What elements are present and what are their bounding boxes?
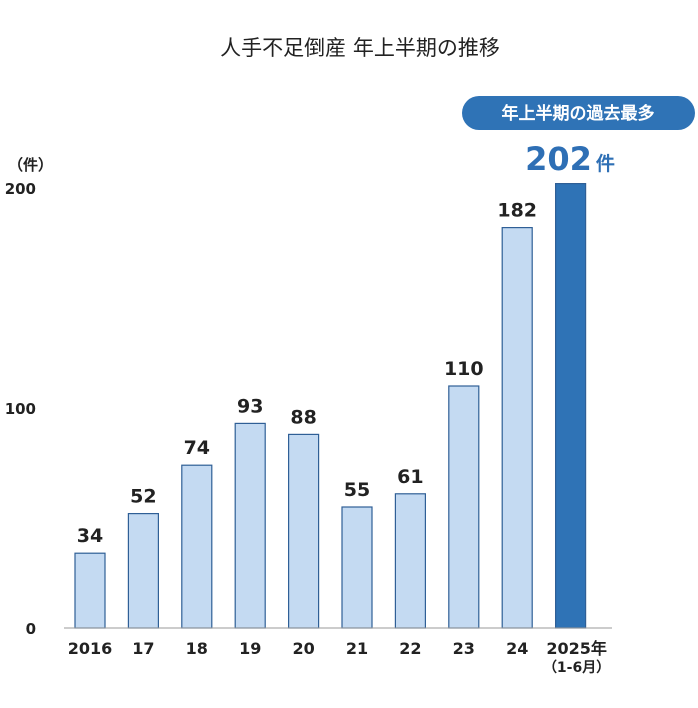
- x-axis-ticks: 2016 17 18 19 20 21 22 23 24 2025年 （1-6月）: [68, 639, 611, 676]
- x-tick-label: 23: [453, 639, 475, 658]
- bar: [288, 433, 320, 629]
- bar: [448, 385, 480, 629]
- bar: [127, 512, 159, 629]
- data-label: 182: [497, 200, 537, 222]
- x-tick-label: 2016: [68, 639, 113, 658]
- x-tick-label: 22: [399, 639, 421, 658]
- data-label: 93: [237, 395, 263, 417]
- x-tick-label: 19: [239, 639, 261, 658]
- y-tick-label: 200: [5, 180, 36, 198]
- data-label: 110: [444, 358, 484, 380]
- bar: [74, 552, 106, 629]
- data-label: 88: [290, 406, 316, 428]
- data-label: 61: [397, 466, 423, 488]
- data-label: 74: [184, 437, 210, 459]
- highlight-unit: 件: [596, 152, 615, 175]
- x-tick-note: （1-6月）: [543, 660, 610, 676]
- data-labels: 34 52 74 93 88 55 61 110 182: [77, 200, 537, 548]
- bars: [74, 183, 587, 629]
- badge-text: 年上半期の過去最多: [502, 103, 655, 124]
- bar-highlight: [554, 183, 587, 629]
- x-tick-label: 24: [506, 639, 528, 658]
- x-tick-label: 21: [346, 639, 368, 658]
- chart-title: 人手不足倒産 年上半期の推移: [220, 36, 500, 60]
- y-tick-label: 100: [5, 400, 36, 418]
- y-axis-ticks: 0 100 200: [5, 180, 36, 638]
- badge-background: [462, 96, 695, 130]
- highlight-value: 202 件: [525, 140, 615, 178]
- x-tick-label: 20: [292, 639, 314, 658]
- y-tick-label: 0: [26, 620, 36, 638]
- data-label: 34: [77, 525, 103, 547]
- x-tick-label: 17: [132, 639, 154, 658]
- data-label: 55: [344, 479, 370, 501]
- highlight-number: 202: [525, 140, 592, 178]
- bar: [501, 227, 533, 629]
- y-axis-unit: （件）: [8, 156, 53, 174]
- data-label: 52: [130, 486, 156, 508]
- bar: [234, 422, 266, 629]
- highlight-badge: 年上半期の過去最多: [462, 96, 695, 130]
- bar: [341, 506, 373, 629]
- bar: [394, 493, 426, 629]
- x-tick-label: 2025年: [546, 639, 607, 658]
- bar: [181, 464, 213, 629]
- x-tick-label: 18: [186, 639, 208, 658]
